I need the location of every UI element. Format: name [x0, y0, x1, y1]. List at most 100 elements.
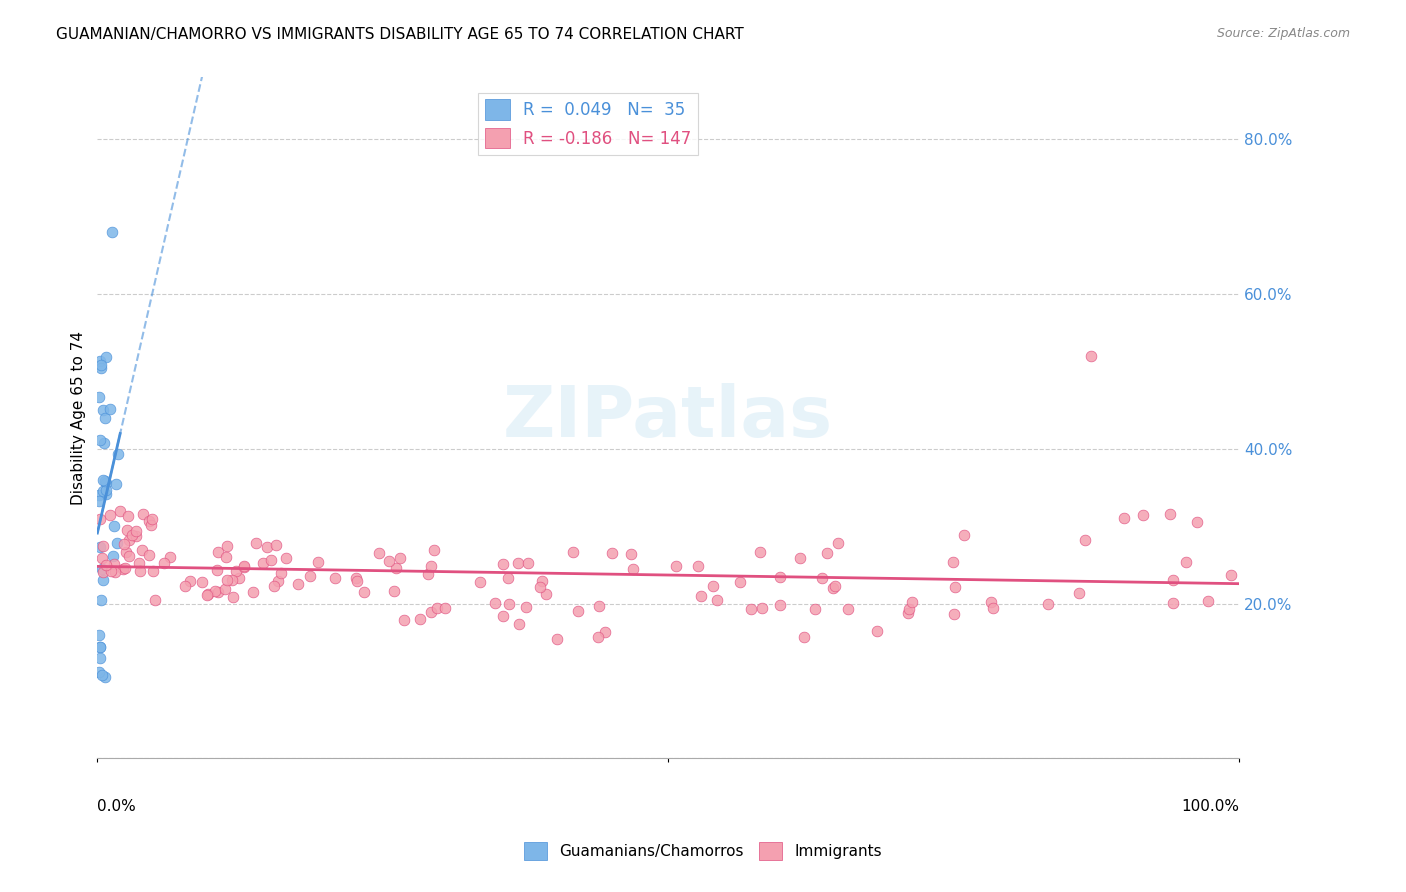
- Point: [89, 640, 111, 654]
- Point: [118, 549, 141, 563]
- Point: [233, 559, 256, 574]
- Point: [214, 582, 236, 597]
- Point: [1219, 568, 1241, 582]
- Point: [89, 512, 111, 526]
- Point: [204, 583, 226, 598]
- Point: [1163, 596, 1185, 610]
- Point: [517, 556, 540, 570]
- Point: [1080, 349, 1102, 363]
- Point: [103, 558, 125, 572]
- Point: [139, 517, 162, 532]
- Point: [1163, 574, 1185, 588]
- Point: [748, 545, 770, 559]
- Point: [901, 594, 924, 608]
- Point: [980, 595, 1002, 609]
- Point: [803, 602, 825, 616]
- Point: [91, 561, 114, 575]
- Point: [728, 575, 751, 590]
- Text: 0.0%: 0.0%: [97, 799, 136, 814]
- Point: [567, 604, 589, 618]
- Point: [114, 561, 136, 575]
- Point: [897, 606, 920, 620]
- Point: [621, 561, 644, 575]
- Point: [112, 537, 135, 551]
- Point: [323, 571, 346, 585]
- Point: [484, 596, 506, 610]
- Y-axis label: Disability Age 65 to 74: Disability Age 65 to 74: [72, 331, 86, 505]
- Point: [100, 508, 122, 523]
- Point: [620, 547, 643, 561]
- Point: [117, 533, 139, 548]
- Point: [740, 602, 762, 616]
- Point: [94, 558, 117, 573]
- Point: [89, 665, 111, 680]
- Point: [769, 570, 792, 584]
- Point: [89, 640, 111, 654]
- Point: [837, 602, 859, 616]
- Point: [142, 564, 165, 578]
- Point: [217, 573, 239, 587]
- Point: [496, 571, 519, 585]
- Point: [515, 599, 537, 614]
- Point: [91, 403, 114, 417]
- Point: [529, 580, 551, 594]
- Point: [866, 624, 889, 638]
- Point: [94, 487, 117, 501]
- Point: [1069, 585, 1091, 599]
- Point: [101, 549, 124, 563]
- Point: [90, 360, 112, 375]
- Point: [827, 536, 849, 550]
- Point: [129, 564, 152, 578]
- Point: [87, 390, 110, 404]
- Point: [111, 562, 134, 576]
- Point: [706, 593, 728, 607]
- Point: [190, 574, 212, 589]
- Point: [392, 613, 415, 627]
- Point: [91, 573, 114, 587]
- Point: [943, 580, 966, 594]
- Point: [195, 587, 218, 601]
- Point: [1036, 598, 1059, 612]
- Point: [897, 602, 920, 616]
- Point: [385, 561, 408, 575]
- Point: [245, 536, 267, 550]
- Point: [1197, 594, 1219, 608]
- Point: [508, 616, 530, 631]
- Point: [174, 580, 197, 594]
- Point: [468, 574, 491, 589]
- Point: [214, 549, 236, 564]
- Point: [981, 600, 1004, 615]
- Point: [108, 504, 131, 518]
- Legend: Guamanians/Chamorros, Immigrants: Guamanians/Chamorros, Immigrants: [517, 836, 889, 866]
- Point: [117, 509, 139, 524]
- Point: [101, 225, 124, 239]
- Point: [593, 625, 616, 640]
- Text: GUAMANIAN/CHAMORRO VS IMMIGRANTS DISABILITY AGE 65 TO 74 CORRELATION CHART: GUAMANIAN/CHAMORRO VS IMMIGRANTS DISABIL…: [56, 27, 744, 42]
- Point: [263, 579, 285, 593]
- Point: [94, 476, 117, 491]
- Point: [103, 519, 125, 533]
- Point: [1114, 511, 1136, 525]
- Point: [233, 559, 256, 574]
- Point: [94, 350, 117, 364]
- Point: [1074, 533, 1097, 547]
- Point: [125, 529, 148, 543]
- Point: [89, 651, 111, 665]
- Point: [562, 545, 585, 559]
- Point: [942, 555, 965, 569]
- Point: [91, 550, 114, 565]
- Point: [90, 593, 112, 607]
- Point: [89, 540, 111, 554]
- Point: [1175, 555, 1198, 569]
- Point: [409, 612, 432, 626]
- Point: [382, 584, 405, 599]
- Point: [228, 571, 250, 585]
- Point: [751, 601, 773, 615]
- Point: [434, 601, 457, 615]
- Point: [179, 574, 201, 589]
- Point: [93, 411, 115, 425]
- Point: [270, 566, 292, 580]
- Point: [222, 590, 245, 604]
- Point: [534, 587, 557, 601]
- Point: [138, 514, 160, 528]
